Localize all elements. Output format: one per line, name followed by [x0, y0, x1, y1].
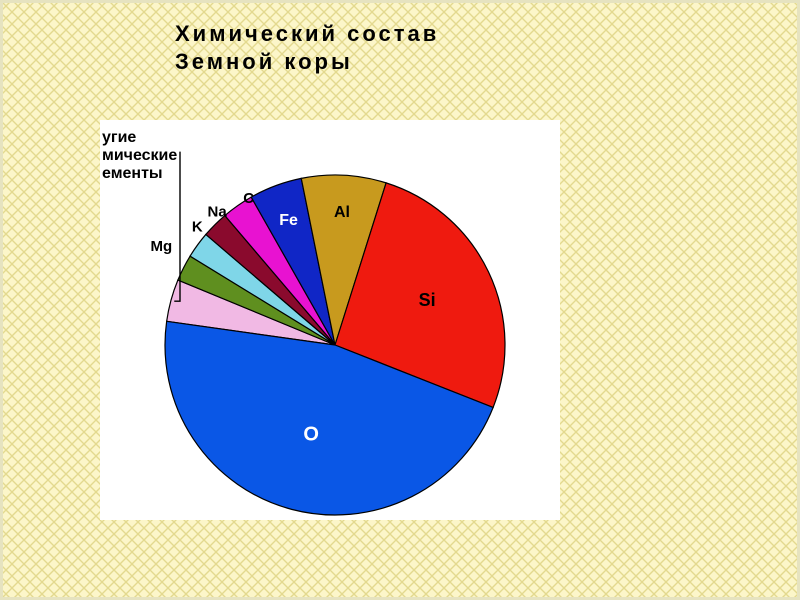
page-title: Химический состав Земной коры [175, 20, 439, 75]
slice-label-Fe: Fe [279, 212, 298, 229]
slice-label-other-line1: мические [102, 147, 177, 164]
slice-label-K: K [192, 218, 203, 235]
slice-label-Na: Na [208, 203, 228, 220]
slice-label-Al: Al [334, 204, 350, 221]
slice-label-Ca: C [243, 190, 254, 207]
slice-label-Mg: Mg [151, 238, 173, 255]
slice-label-O: O [303, 424, 319, 446]
slice-label-Si: Si [419, 290, 436, 310]
chart-card: угиемическиеементы Mg K Na C Fe Al Si O [100, 120, 560, 520]
pie-chart: угиемическиеементы Mg K Na C Fe Al Si O [100, 120, 560, 520]
page: Химический состав Земной коры угиемическ… [0, 0, 800, 600]
slice-label-other-line0: угие [102, 129, 136, 146]
slice-label-other-line2: ементы [102, 165, 163, 182]
